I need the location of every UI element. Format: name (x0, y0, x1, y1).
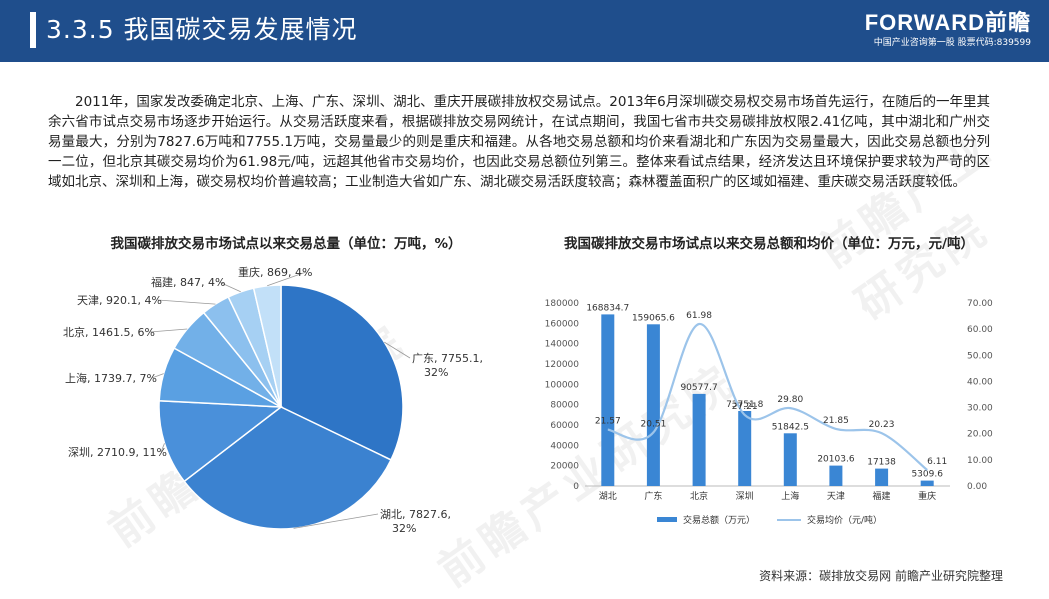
bar-value-label: 168834.7 (586, 303, 629, 313)
bar (875, 468, 889, 486)
x-tick-label: 上海 (781, 490, 799, 502)
y-tick-right: 10.00 (967, 456, 993, 466)
y-tick-left: 0 (573, 482, 579, 492)
bar-value-label: 5309.6 (911, 470, 943, 480)
leader-line (219, 281, 241, 293)
line-value-label: 27.21 (732, 402, 758, 412)
x-tick-label: 重庆 (918, 490, 936, 502)
x-tick-label: 广东 (644, 490, 662, 502)
slice-label: 重庆, 869, 4% (238, 265, 312, 279)
intro-paragraph: 2011年，国家发改委确定北京、上海、广东、深圳、湖北、重庆开展碳排放权交易试点… (48, 94, 990, 190)
leader-line (384, 341, 411, 359)
line-value-label: 6.11 (927, 457, 947, 467)
bar-value-label: 159065.6 (632, 313, 675, 323)
legend-bar-label: 交易总额（万元） (683, 514, 755, 526)
y-tick-left: 60000 (550, 421, 579, 431)
y-tick-left: 180000 (545, 299, 580, 309)
header-bar: 3.3.5 我国碳交易发展情况 FORWARD前瞻 中国产业咨询第一股 股票代码… (0, 0, 1049, 62)
pie-slice (280, 284, 404, 461)
leader-line (293, 513, 379, 529)
bar-value-label: 90577.7 (680, 383, 717, 393)
slice-label-pct: 32% (424, 366, 448, 379)
bar-line-chart: 我国碳排放交易市场试点以来交易总额和均价（单位：万元，元/吨） 0 20000 400… (545, 235, 993, 526)
slice-label-pct: 32% (392, 522, 416, 535)
leader-line (149, 328, 188, 333)
bar (920, 480, 934, 486)
bar (646, 324, 660, 486)
legend-bar-swatch (657, 517, 677, 522)
leader-line (267, 271, 307, 287)
y-tick-left: 140000 (545, 340, 580, 350)
y-tick-right: 20.00 (967, 430, 993, 440)
slice-label: 天津, 920.1, 4% (77, 294, 162, 307)
y-tick-left: 100000 (545, 380, 580, 390)
x-tick-label: 湖北 (599, 491, 617, 502)
y-tick-left: 20000 (550, 462, 579, 472)
line-value-label: 20.51 (641, 419, 667, 429)
title-accent-bar (30, 12, 36, 48)
bar (783, 433, 797, 486)
slice-label: 深圳, 2710.9, 11% (68, 446, 167, 459)
chart-title: 我国碳排放交易市场试点以来交易总量（单位：万吨，%） (110, 235, 461, 252)
slice-label: 广东, 7755.1, (412, 352, 483, 365)
slice-label: 福建, 847, 4% (151, 275, 225, 289)
legend-line-label: 交易均价（元/吨） (807, 514, 882, 526)
y-tick-left: 120000 (545, 360, 580, 370)
line-value-label: 20.23 (869, 420, 895, 430)
pie-slice (183, 406, 392, 530)
line-value-label: 61.98 (686, 311, 712, 321)
brand-logo: FORWARD前瞻 中国产业咨询第一股 股票代码:839599 (865, 10, 1031, 50)
y-tick-right: 30.00 (967, 404, 993, 414)
source-note: 资料来源：碳排放交易网 前瞻产业研究院整理 (759, 569, 1003, 583)
slice-label: 北京, 1461.5, 6% (63, 325, 155, 339)
logo-subtitle: 中国产业咨询第一股 股票代码:839599 (873, 38, 1031, 48)
combo-chart-panel: 我国碳排放交易市场试点以来交易总额和均价（单位：万元，元/吨） 0 20000 400… (525, 228, 1049, 558)
y-tick-left: 80000 (550, 401, 579, 411)
bar (601, 314, 615, 486)
x-tick-label: 天津 (827, 491, 845, 502)
line-value-label: 21.57 (595, 417, 621, 427)
leader-line (157, 299, 216, 305)
slice-label: 湖北, 7827.6, (380, 508, 451, 521)
y-tick-right: 0.00 (967, 482, 987, 492)
leader-line (151, 373, 164, 379)
y-tick-right: 50.00 (967, 351, 993, 361)
y-tick-left: 160000 (545, 319, 580, 329)
y-tick-left: 40000 (550, 441, 579, 451)
x-tick-label: 福建 (873, 490, 891, 502)
bar-value-label: 73751.8 (726, 400, 763, 410)
pie-slice (158, 400, 284, 483)
bar (738, 411, 752, 486)
page-title: 3.3.5 我国碳交易发展情况 (46, 15, 358, 44)
y-tick-right: 70.00 (967, 299, 993, 309)
chart-title: 我国碳排放交易市场试点以来交易总额和均价（单位：万元，元/吨） (564, 235, 974, 252)
line-series (607, 322, 928, 471)
bar (829, 465, 843, 486)
x-tick-label: 北京 (690, 490, 708, 502)
logo-name: FORWARD前瞻 (864, 10, 1031, 35)
slice-label: 上海, 1739.7, 7% (65, 371, 157, 385)
bar-value-label: 17138 (867, 458, 896, 468)
y-tick-right: 60.00 (967, 325, 993, 335)
pie-chart: 我国碳排放交易市场试点以来交易总量（单位：万吨，%）广东, 7755.1,32%… (63, 235, 483, 535)
y-tick-right: 40.00 (967, 377, 993, 387)
bar (692, 393, 706, 486)
bar-value-label: 51842.5 (772, 422, 809, 432)
leader-line (160, 443, 165, 453)
line-value-label: 29.80 (777, 395, 803, 405)
pie-chart-panel: 我国碳排放交易市场试点以来交易总量（单位：万吨，%） 广东, 7755.1, 32%… (0, 228, 520, 558)
bar-value-label: 20103.6 (817, 455, 854, 465)
x-tick-label: 深圳 (736, 491, 754, 502)
line-value-label: 21.85 (823, 416, 849, 426)
